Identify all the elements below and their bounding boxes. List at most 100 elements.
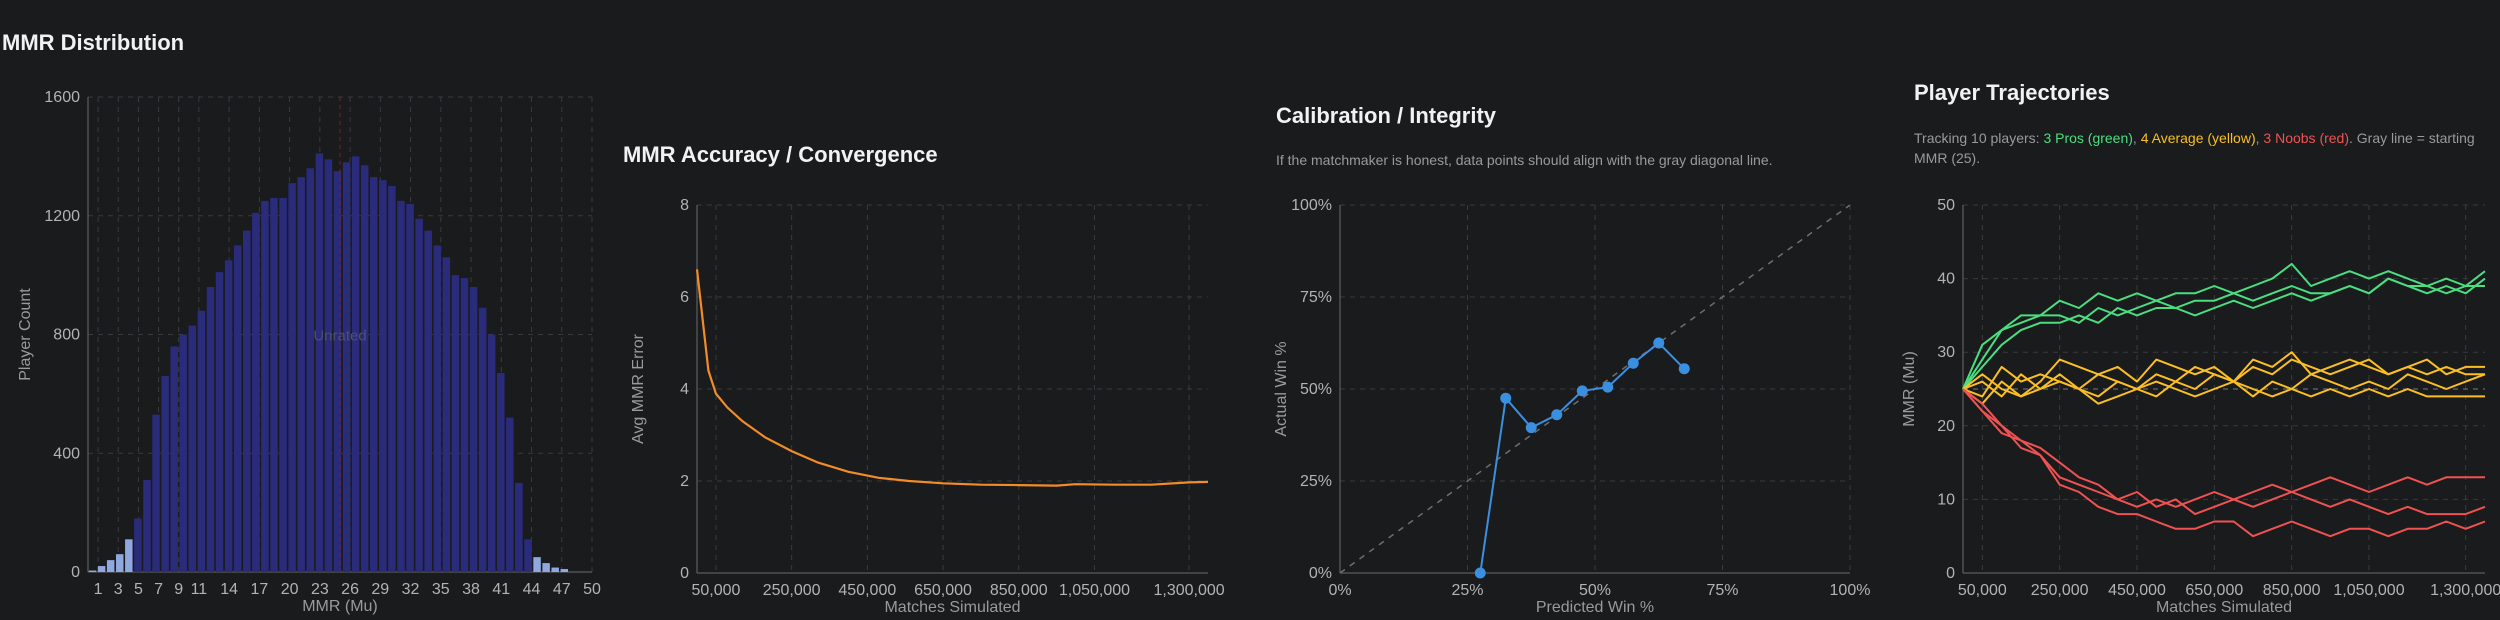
histogram-bar <box>125 539 133 572</box>
y-tick-label: 1200 <box>44 208 80 225</box>
noob-trajectory-line <box>1962 388 2486 538</box>
histogram-bar <box>351 156 360 572</box>
histogram-bar <box>315 153 324 572</box>
y-axis-label: Player Count <box>17 288 34 381</box>
histogram-bar <box>542 563 550 572</box>
histogram-bar <box>469 287 478 572</box>
histogram-bar <box>342 162 351 572</box>
pro-trajectory-line <box>1962 277 2486 390</box>
x-tick-label: 44 <box>523 581 541 598</box>
x-tick-label: 650,000 <box>914 582 972 599</box>
x-axis-label: Matches Simulated <box>2156 599 2292 616</box>
x-tick-label: 9 <box>174 581 183 598</box>
histogram-bar <box>333 171 342 572</box>
histogram-bar <box>261 200 269 572</box>
histogram-bar <box>243 230 251 572</box>
calibration-point <box>1602 381 1614 393</box>
histogram-bar <box>397 200 405 572</box>
y-tick-label: 1600 <box>44 89 80 106</box>
histogram-bar <box>197 310 206 572</box>
histogram-bar <box>143 479 151 572</box>
y-tick-label: 30 <box>1937 344 1955 361</box>
calibration-point <box>1678 363 1690 375</box>
histogram-bar <box>370 177 378 572</box>
histogram-bar <box>560 569 569 572</box>
calibration-point <box>1525 422 1537 434</box>
histogram-bar <box>279 197 287 572</box>
y-tick-label: 0 <box>1946 565 1955 582</box>
histogram-bar <box>379 180 387 572</box>
subtitle-noobs: 3 Noobs (red) <box>2263 130 2349 146</box>
histogram-bar <box>433 245 442 572</box>
subtitle-sep: , <box>2255 130 2264 146</box>
x-tick-label: 250,000 <box>2031 582 2089 599</box>
x-tick-label: 5 <box>134 581 143 598</box>
histogram-bar <box>451 275 460 572</box>
x-tick-label: 100% <box>1830 582 1871 599</box>
y-tick-label: 40 <box>1937 271 1955 288</box>
hist-title: MMR Distribution <box>2 30 185 55</box>
histogram-bar <box>206 287 215 572</box>
histogram-bar <box>270 197 278 572</box>
histogram-bar <box>224 260 233 572</box>
x-tick-label: 11 <box>191 581 208 598</box>
histogram-bar <box>478 307 487 572</box>
histogram-bar <box>288 183 296 572</box>
y-tick-label: 10 <box>1937 491 1955 508</box>
avg-trajectory-line <box>1962 365 2486 398</box>
x-tick-label: 14 <box>220 581 238 598</box>
histogram-bar <box>233 245 242 572</box>
x-tick-label: 35 <box>432 581 450 598</box>
subtitle-sep: , <box>2132 130 2141 146</box>
calibration-chart: 0% 25% 50% 75% 100% 0% 25% 50% 75% 100% Predicted … <box>1273 197 1871 616</box>
x-axis-label: Matches Simulated <box>884 599 1020 616</box>
accuracy-title: MMR Accuracy / Convergence <box>623 142 938 167</box>
mean-marker-label: Unrated <box>313 328 366 345</box>
x-tick-label: 17 <box>250 581 268 598</box>
x-tick-label: 23 <box>311 581 329 598</box>
x-tick-label: 1,050,000 <box>2333 582 2404 599</box>
histogram-bar <box>215 272 224 572</box>
y-tick-label: 50 <box>1937 197 1955 214</box>
y-tick-label: 4 <box>680 381 689 398</box>
x-tick-label: 850,000 <box>2263 582 2321 599</box>
x-axis-label: Predicted Win % <box>1536 599 1654 616</box>
x-tick-label: 850,000 <box>990 582 1048 599</box>
histogram-bar <box>161 376 169 572</box>
calibration-line <box>1479 341 1686 574</box>
histogram-bar <box>506 417 514 572</box>
x-tick-label: 1,300,000 <box>1153 582 1224 599</box>
x-tick-label: 450,000 <box>2108 582 2166 599</box>
avg-trajectory-line <box>1962 373 2485 405</box>
y-tick-label: 25% <box>1300 473 1332 490</box>
x-tick-label: 1,300,000 <box>2430 582 2500 599</box>
histogram-bar <box>406 203 414 572</box>
x-tick-label: 1 <box>94 581 103 598</box>
calibration-point <box>1474 567 1486 579</box>
subtitle-pros: 3 Pros (green) <box>2043 130 2133 146</box>
y-tick-label: 50% <box>1300 381 1332 398</box>
histogram-bar <box>442 257 451 572</box>
y-tick-label: 100% <box>1291 197 1332 214</box>
histogram-bar <box>134 518 142 572</box>
y-tick-label: 20 <box>1937 418 1955 435</box>
x-tick-label: 7 <box>154 581 163 598</box>
x-tick-label: 32 <box>402 581 420 598</box>
x-tick-label: 50,000 <box>1958 582 2007 599</box>
y-tick-label: 400 <box>53 445 80 462</box>
histogram-bar <box>360 165 369 572</box>
trajectories-subtitle: Tracking 10 players: 3 Pros (green), 4 A… <box>1914 128 2494 169</box>
histogram-bar <box>524 539 532 572</box>
x-tick-label: 25% <box>1451 582 1483 599</box>
x-tick-label: 20 <box>281 581 299 598</box>
y-tick-label: 75% <box>1300 289 1332 306</box>
histogram-bar <box>297 177 305 572</box>
x-tick-label: 41 <box>492 581 510 598</box>
player-trajectories-chart: 0 10 20 30 40 50 50,000 250,000 450,000 650,000 85… <box>1901 197 2500 616</box>
calibration-point <box>1576 385 1588 397</box>
subtitle-average: 4 Average (yellow) <box>2140 130 2256 146</box>
calibration-point <box>1551 409 1563 421</box>
accuracy-line <box>695 269 1209 487</box>
histogram-bar <box>415 218 423 572</box>
